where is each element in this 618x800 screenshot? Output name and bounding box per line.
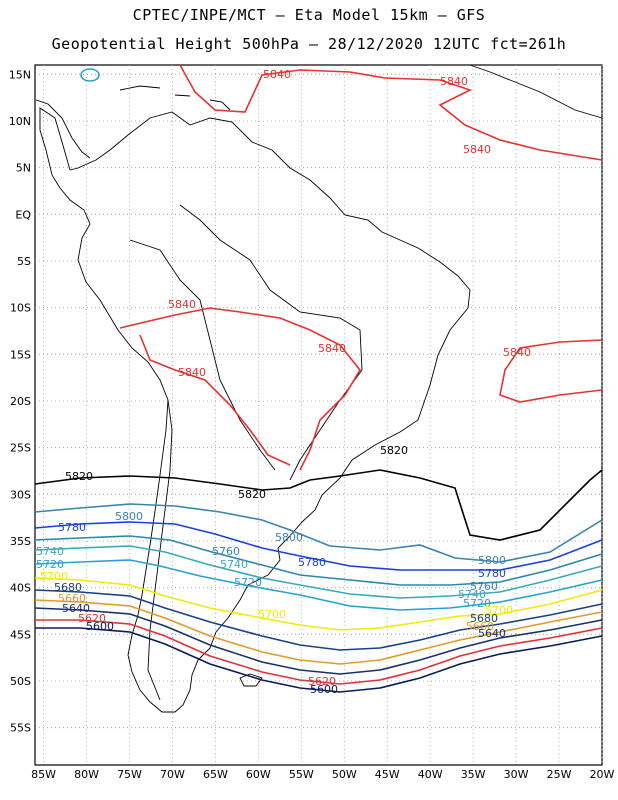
contour-5840-continent <box>119 307 361 471</box>
label-5740: 5740 <box>220 558 248 571</box>
label-5740: 5740 <box>36 545 64 558</box>
andean-borders <box>129 239 276 471</box>
label-5720: 5720 <box>234 576 262 589</box>
contour-5600 <box>35 627 603 693</box>
lon-tick-label: 55W <box>289 768 314 781</box>
label-5780: 5780 <box>478 567 506 580</box>
lon-tick-label: 25W <box>547 768 572 781</box>
lat-tick-label: 50S <box>10 675 31 688</box>
axis-ticks: 15N 10N 5N EQ 5S 10S 15S 20S 25S 30S 35S 40S 45S 50S 5… <box>9 68 615 781</box>
contour-labels: 5840 5840 5840 5840 5840 5840 5840 5820 … <box>36 68 531 696</box>
lat-tick-label: 45S <box>10 628 31 641</box>
label-5700: 5700 <box>40 570 68 583</box>
map-title-line1: CPTEC/INPE/MCT – Eta Model 15km – GFS <box>132 6 486 24</box>
lat-tick-label: 15N <box>9 68 31 81</box>
map-title-line2: Geopotential Height 500hPa – 28/12/2020 … <box>51 35 567 53</box>
label-5680: 5680 <box>470 612 498 625</box>
coastlines <box>35 64 603 713</box>
label-5840: 5840 <box>463 143 491 156</box>
label-5640: 5640 <box>478 627 506 640</box>
lat-tick-label: 5S <box>17 255 31 268</box>
plot-frame <box>34 64 603 766</box>
lon-tick-label: 20W <box>590 768 615 781</box>
lon-tick-label: 80W <box>74 768 99 781</box>
label-5680: 5680 <box>54 581 82 594</box>
label-5720: 5720 <box>463 597 491 610</box>
contour-closed-low-north <box>80 68 100 82</box>
lat-tick-label: EQ <box>15 208 31 221</box>
label-5620: 5620 <box>308 675 336 688</box>
label-5840: 5840 <box>318 342 346 355</box>
lon-tick-label: 40W <box>418 768 443 781</box>
lat-tick-label: 5N <box>16 162 31 175</box>
south-america-coast <box>39 107 471 713</box>
label-5660: 5660 <box>58 592 86 605</box>
label-5800: 5800 <box>478 554 506 567</box>
contour-5700 <box>34 577 603 631</box>
lon-tick-label: 45W <box>375 768 400 781</box>
contour-5840-atlantic <box>499 339 603 403</box>
label-5780: 5780 <box>58 521 86 534</box>
contour-5780 <box>34 521 603 571</box>
lon-tick-label: 65W <box>203 768 228 781</box>
lat-tick-label: 10S <box>10 302 31 315</box>
lat-tick-label: 30S <box>10 488 31 501</box>
label-5720: 5720 <box>36 558 64 571</box>
lon-tick-label: 35W <box>461 768 486 781</box>
contour-5840-north <box>179 64 603 161</box>
label-5840: 5840 <box>263 68 291 81</box>
label-5800: 5800 <box>275 531 303 544</box>
lon-tick-label: 85W <box>31 768 56 781</box>
lon-tick-label: 50W <box>332 768 357 781</box>
label-5740: 5740 <box>458 588 486 601</box>
label-5660: 5660 <box>466 620 494 633</box>
caribbean-islands <box>119 85 231 111</box>
contour-5640 <box>34 607 603 675</box>
contour-5660 <box>34 599 603 665</box>
label-5780: 5780 <box>298 556 326 569</box>
lon-tick-label: 75W <box>117 768 142 781</box>
height-contours <box>34 64 603 693</box>
label-5820: 5820 <box>65 470 93 483</box>
contour-5760 <box>34 535 603 586</box>
contour-5720 <box>34 559 603 611</box>
contour-5820 <box>34 469 603 541</box>
contour-5620 <box>35 619 603 685</box>
lat-tick-label: 55S <box>10 722 31 735</box>
contour-5680 <box>34 589 603 651</box>
label-5700: 5700 <box>258 608 286 621</box>
central-america-coast <box>35 99 91 159</box>
label-5620: 5620 <box>78 612 106 625</box>
lat-tick-label: 40S <box>10 582 31 595</box>
label-5840: 5840 <box>440 75 468 88</box>
label-5760: 5760 <box>470 580 498 593</box>
lat-tick-label: 10N <box>9 115 31 128</box>
falkland-islands <box>239 673 263 687</box>
label-5840: 5840 <box>178 366 206 379</box>
label-5800: 5800 <box>115 510 143 523</box>
contour-5740 <box>34 545 603 599</box>
lon-tick-label: 30W <box>504 768 529 781</box>
lat-tick-label: 15S <box>10 348 31 361</box>
label-5640: 5640 <box>62 602 90 615</box>
lat-tick-label: 25S <box>10 442 31 455</box>
label-5760: 5760 <box>212 545 240 558</box>
lon-tick-label: 60W <box>246 768 271 781</box>
label-5600: 5600 <box>310 683 338 696</box>
contour-5800 <box>34 503 603 563</box>
label-5700: 5700 <box>485 604 513 617</box>
label-5600: 5600 <box>86 620 114 633</box>
label-5820: 5820 <box>238 488 266 501</box>
grid-lines <box>35 65 603 765</box>
label-5840: 5840 <box>168 298 196 311</box>
lat-tick-label: 20S <box>10 395 31 408</box>
argentina-chile-border <box>147 399 173 701</box>
lat-tick-label: 35S <box>10 535 31 548</box>
lon-tick-label: 70W <box>160 768 185 781</box>
brazil-borders <box>179 204 363 481</box>
label-5840: 5840 <box>503 346 531 359</box>
west-africa-coast <box>469 64 603 119</box>
label-5820: 5820 <box>380 444 408 457</box>
